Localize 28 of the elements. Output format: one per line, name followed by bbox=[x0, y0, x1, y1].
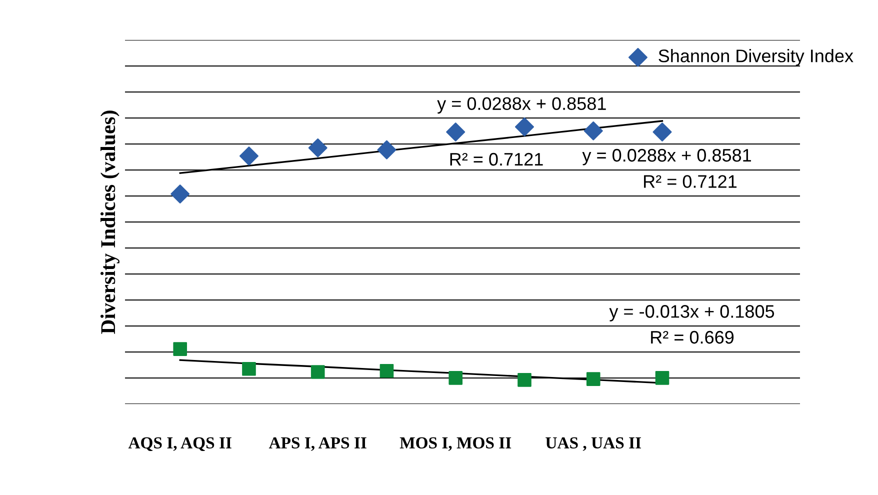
point bbox=[448, 371, 463, 385]
x-tick-label: UAS , UAS II bbox=[546, 437, 641, 451]
annotation: R² = 0.7121 bbox=[644, 175, 737, 188]
point bbox=[652, 122, 672, 142]
annotation: R² = 0.669 bbox=[651, 330, 734, 344]
text: y = 0.0288x + 0.8581 bbox=[437, 97, 606, 114]
annotation: y = 0.0288x + 0.8581 bbox=[582, 148, 751, 166]
annotation: R² = 0.7121 bbox=[450, 152, 543, 166]
point bbox=[308, 138, 328, 158]
x-tick-label: AQS I, AQS II bbox=[128, 437, 232, 452]
annotation: y = -0.013x + 0.1805 bbox=[609, 305, 774, 322]
point bbox=[655, 371, 670, 385]
point bbox=[240, 146, 258, 166]
point bbox=[380, 364, 394, 378]
point bbox=[173, 342, 188, 356]
point bbox=[518, 373, 532, 387]
y-axis-title: Diversity Indices (values) bbox=[100, 110, 120, 334]
legend-label: Shannon Diversity Index bbox=[658, 49, 854, 66]
point bbox=[242, 362, 256, 376]
point bbox=[377, 140, 396, 160]
x-tick-label: APS I, APS II bbox=[268, 437, 366, 451]
point bbox=[310, 365, 325, 379]
x-tick-label: MOS I, MOS II bbox=[400, 437, 512, 451]
point bbox=[515, 117, 534, 136]
point bbox=[170, 184, 190, 204]
point bbox=[584, 121, 603, 140]
point bbox=[446, 122, 466, 142]
point bbox=[586, 372, 600, 386]
